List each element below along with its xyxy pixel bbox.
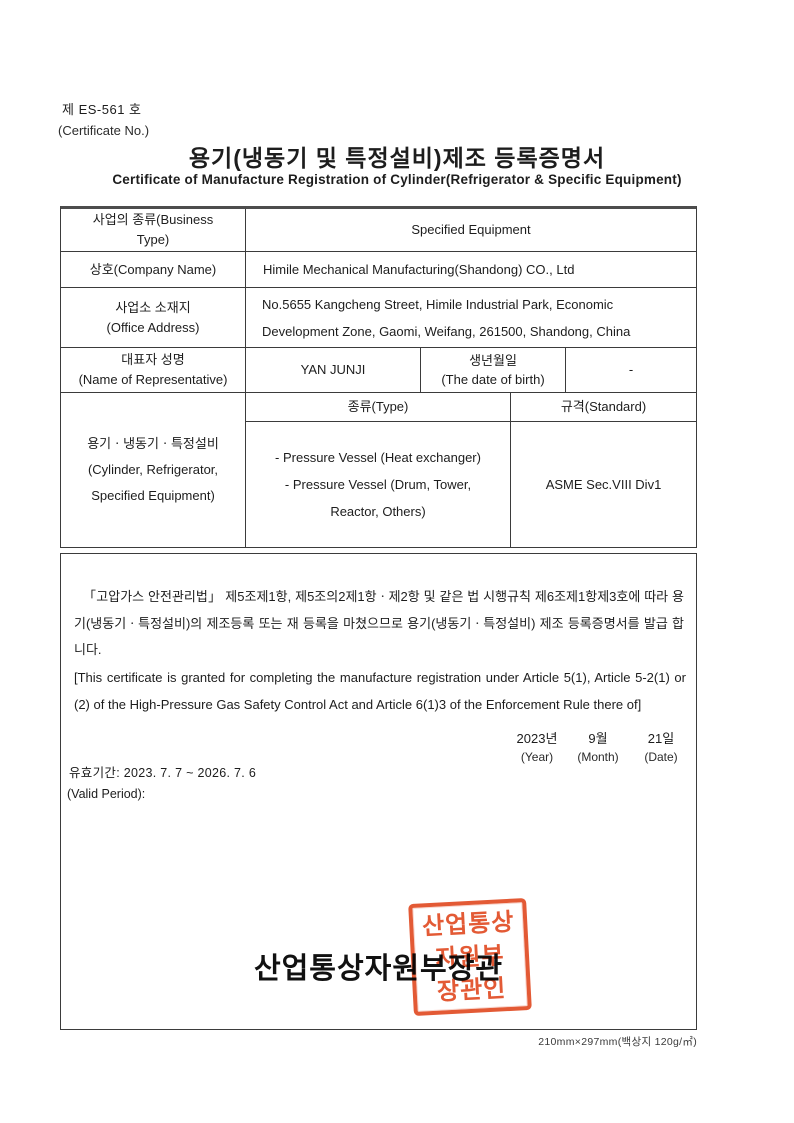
valid-period-value: 유효기간: 2023. 7. 7 ~ 2026. 7. 6 <box>69 766 257 780</box>
issue-date-year-value: 2023년 <box>516 731 558 746</box>
issue-date-day-label: (Date) <box>644 750 678 764</box>
date-of-birth-value: - <box>628 362 634 377</box>
equipment-header-row: 종류(Type) 규격(Standard) <box>246 393 696 422</box>
official-seal-stamp: 산업통상 자원부 장관인 <box>408 897 532 1017</box>
registration-table: 사업의 종류(Business Type) Specified Equipmen… <box>60 206 697 548</box>
date-of-birth-label: 생년월일 (The date of birth) <box>421 348 566 392</box>
certificate-number: 제 ES-561 호 <box>62 102 142 117</box>
type-value: - Pressure Vessel (Heat exchanger) - Pre… <box>246 422 511 547</box>
table-row-representative: 대표자 성명 (Name of Representative) YAN JUNJ… <box>61 348 696 393</box>
table-row-equipment: 용기ㆍ냉동기ㆍ특정설비 (Cylinder, Refrigerator, Spe… <box>61 393 696 547</box>
type-header: 종류(Type) <box>246 393 511 421</box>
valid-period-label: (Valid Period): <box>67 787 146 801</box>
issue-date-month-label: (Month) <box>577 750 619 764</box>
business-type-label: 사업의 종류(Business Type) <box>61 209 246 251</box>
issue-date: 2023년 (Year) 9월 (Month) 21일 (Date) <box>508 730 688 766</box>
office-address-value: No.5655 Kangcheng Street, Himile Industr… <box>262 296 631 339</box>
statement-paragraph-english: [This certificate is granted for complet… <box>74 670 686 712</box>
equipment-value-row: - Pressure Vessel (Heat exchanger) - Pre… <box>246 422 696 547</box>
issue-date-year: 2023년 (Year) <box>508 730 566 766</box>
minister-signature-text: 산업통상자원부장관 <box>253 953 504 985</box>
representative-label: 대표자 성명 (Name of Representative) <box>61 348 246 392</box>
issue-date-year-label: (Year) <box>520 750 554 764</box>
equipment-label: 용기ㆍ냉동기ㆍ특정설비 (Cylinder, Refrigerator, Spe… <box>61 393 246 547</box>
paper-spec-note: 210mm×297mm(백상지 120g/㎡) <box>538 1036 697 1048</box>
standard-header: 규격(Standard) <box>560 399 647 414</box>
representative-name-value: YAN JUNJI <box>246 348 421 392</box>
business-type-value: Specified Equipment <box>411 222 531 237</box>
issue-date-month: 9월 (Month) <box>570 730 626 766</box>
statement-paragraph-korean: 「고압가스 안전관리법」 제5조제1항, 제5조의2제1항ㆍ제2항 및 같은 법… <box>74 589 684 657</box>
document-title-korean: 용기(냉동기 및 특정설비)제조 등록증명서 <box>188 145 606 171</box>
table-row-office-address: 사업소 소재지 (Office Address) No.5655 Kangche… <box>61 288 696 348</box>
table-row-business-type: 사업의 종류(Business Type) Specified Equipmen… <box>61 209 696 252</box>
standard-value: ASME Sec.VIII Div1 <box>545 476 662 492</box>
issue-date-day: 21일 (Date) <box>634 730 688 766</box>
issue-date-day-value: 21일 <box>647 731 675 746</box>
office-address-label: 사업소 소재지 (Office Address) <box>61 288 246 347</box>
issue-date-month-value: 9월 <box>588 731 608 746</box>
company-name-value: Himile Mechanical Manufacturing(Shandong… <box>263 261 575 277</box>
equipment-detail-grid: 종류(Type) 규격(Standard) - Pressure Vessel … <box>246 393 696 547</box>
statement-box: 「고압가스 안전관리법」 제5조제1항, 제5조의2제1항ㆍ제2항 및 같은 법… <box>60 553 697 1030</box>
table-row-company-name: 상호(Company Name) Himile Mechanical Manuf… <box>61 252 696 288</box>
document-title-english: Certificate of Manufacture Registration … <box>112 172 682 187</box>
company-name-label: 상호(Company Name) <box>61 252 246 287</box>
certificate-number-label: (Certificate No.) <box>58 123 150 138</box>
